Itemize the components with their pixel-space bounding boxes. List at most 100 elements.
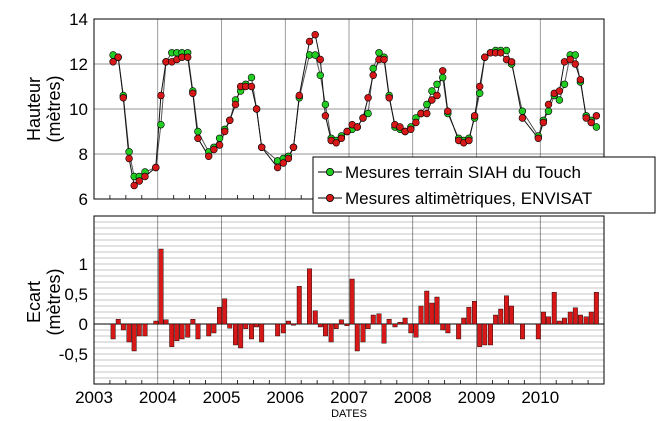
deviation-chart: 1 0,5 0 -0,5 2003 2004 2005 2006 2007 2008 2009 201… bbox=[24, 215, 605, 420]
envisat-point bbox=[423, 109, 431, 118]
deviation-bar bbox=[418, 305, 424, 325]
top-y-axis-label: Hauteur (mètres) bbox=[24, 76, 64, 143]
x-axis-label: DATES bbox=[331, 408, 367, 420]
envisat-point bbox=[343, 127, 351, 136]
legend-marker-terrain bbox=[325, 167, 334, 176]
deviation-bar bbox=[588, 311, 594, 325]
envisat-point bbox=[544, 100, 553, 109]
envisat-point bbox=[412, 118, 420, 127]
envisat-point bbox=[316, 55, 324, 64]
deviation-bar bbox=[291, 323, 296, 326]
envisat-point bbox=[189, 89, 197, 98]
deviation-bar bbox=[174, 323, 180, 341]
terrain-point bbox=[157, 120, 165, 129]
envisat-point bbox=[439, 67, 447, 75]
deviation-bar bbox=[110, 323, 116, 340]
water-level-chart: 6 8 10 12 14 Hauteur (mètres) bbox=[24, 10, 605, 209]
deviation-bar bbox=[131, 323, 137, 352]
deviation-bar bbox=[567, 311, 573, 325]
envisat-point bbox=[465, 136, 473, 145]
envisat-point bbox=[157, 91, 165, 100]
deviation-bar bbox=[360, 323, 366, 343]
deviation-bar bbox=[259, 323, 265, 343]
deviation-bar bbox=[354, 323, 360, 352]
terrain-point bbox=[247, 73, 256, 82]
legend-box bbox=[312, 156, 656, 214]
terrain-point bbox=[476, 89, 484, 98]
x-tick-label: 2007 bbox=[330, 388, 368, 407]
deviation-bar bbox=[578, 314, 583, 325]
x-tick-label: 2006 bbox=[266, 388, 304, 407]
envisat-point bbox=[221, 127, 229, 136]
deviation-bar bbox=[488, 323, 493, 346]
deviation-bar bbox=[126, 323, 132, 343]
bottom-plot-border bbox=[93, 215, 605, 385]
deviation-bar bbox=[493, 314, 499, 325]
deviation-bar bbox=[551, 292, 557, 325]
deviation-bar bbox=[227, 323, 233, 329]
envisat-point bbox=[518, 114, 527, 122]
envisat-point bbox=[444, 107, 452, 115]
envisat-point bbox=[252, 105, 261, 113]
envisat-point bbox=[273, 163, 282, 172]
envisat-point bbox=[130, 181, 138, 190]
envisat-point bbox=[369, 71, 377, 80]
top-y-label-line1: Hauteur bbox=[24, 77, 44, 141]
deviation-bar bbox=[556, 320, 562, 325]
bottom-y-tick-label: 1 bbox=[79, 255, 88, 274]
deviation-bar bbox=[190, 319, 196, 325]
deviation-bar bbox=[163, 319, 169, 325]
envisat-point bbox=[231, 100, 240, 109]
deviation-bar bbox=[338, 319, 344, 325]
envisat-point bbox=[215, 141, 224, 149]
x-tick-label: 2004 bbox=[139, 388, 177, 407]
terrain-point bbox=[369, 64, 377, 73]
envisat-point bbox=[284, 154, 293, 163]
deviation-bar bbox=[243, 323, 249, 330]
envisat-point bbox=[576, 75, 585, 84]
deviation-bar bbox=[349, 278, 355, 325]
deviation-bar bbox=[323, 323, 328, 337]
x-tick-label: 2008 bbox=[394, 388, 432, 407]
bottom-y-tick-label: 0,5 bbox=[64, 285, 88, 304]
deviation-bar bbox=[413, 323, 419, 338]
envisat-point bbox=[582, 114, 590, 122]
envisat-point bbox=[114, 53, 122, 61]
envisat-point bbox=[210, 145, 218, 154]
deviation-bar bbox=[307, 268, 312, 325]
deviation-bar bbox=[381, 323, 387, 344]
terrain-point bbox=[571, 51, 579, 59]
envisat-point bbox=[226, 116, 234, 125]
terrain-point bbox=[544, 107, 553, 115]
deviation-bar bbox=[477, 323, 483, 347]
legend: Mesures terrain SIAH du Touch Mesures al… bbox=[312, 156, 656, 214]
deviation-bar bbox=[445, 323, 451, 334]
deviation-bar bbox=[583, 316, 589, 325]
deviation-bar bbox=[572, 307, 578, 325]
envisat-point bbox=[476, 82, 484, 91]
terrain-point bbox=[364, 109, 372, 118]
envisat-point bbox=[407, 125, 415, 134]
deviation-bar bbox=[397, 322, 403, 325]
envisat-point bbox=[152, 163, 160, 172]
deviation-bar bbox=[254, 323, 260, 328]
envisat-point bbox=[592, 112, 601, 120]
top-y-label-line2: (mètres) bbox=[44, 76, 64, 143]
top-y-tick-label: 14 bbox=[69, 10, 88, 29]
envisat-point bbox=[194, 134, 202, 143]
deviation-bar bbox=[115, 319, 121, 325]
envisat-point bbox=[353, 123, 361, 131]
terrain-point bbox=[125, 148, 133, 156]
deviation-bar bbox=[317, 323, 323, 328]
deviation-bar bbox=[546, 316, 551, 325]
legend-label-terrain: Mesures terrain SIAH du Touch bbox=[345, 163, 581, 182]
deviation-bar bbox=[206, 323, 212, 337]
deviation-bar bbox=[136, 323, 142, 337]
deviation-bar bbox=[328, 323, 334, 343]
deviation-bar bbox=[509, 305, 514, 325]
deviation-bar bbox=[312, 310, 318, 325]
envisat-point bbox=[109, 58, 117, 66]
deviation-bar bbox=[365, 323, 371, 330]
deviation-bar bbox=[169, 323, 175, 347]
